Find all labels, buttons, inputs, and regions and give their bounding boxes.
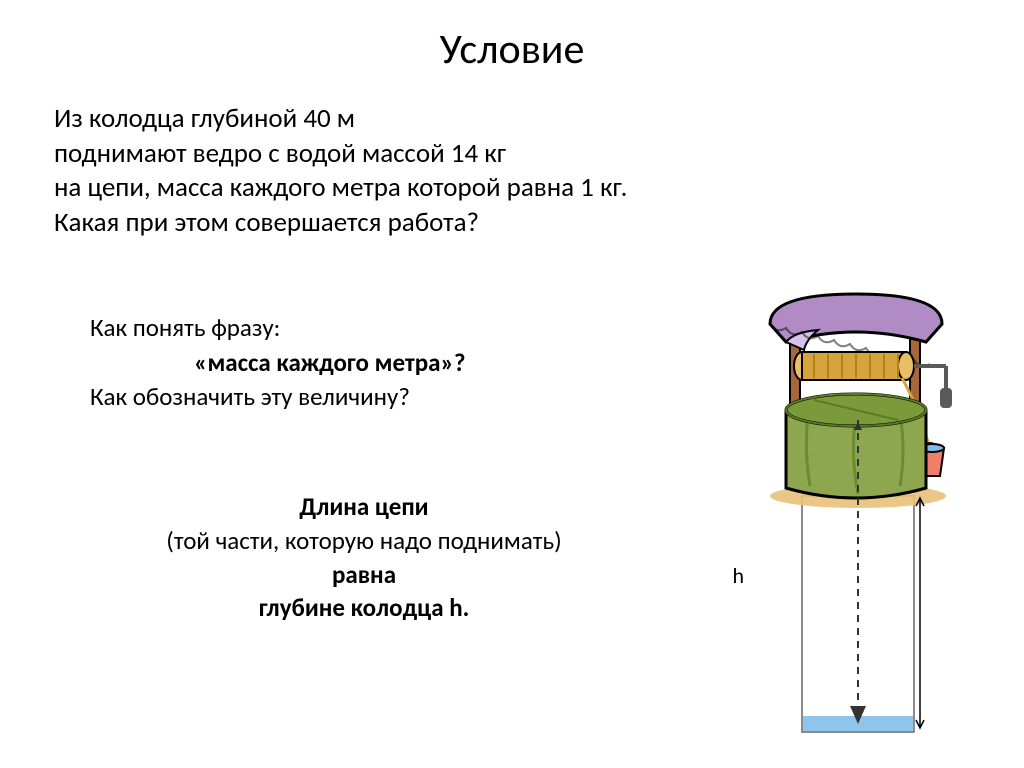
well-illustration: [750, 280, 980, 740]
well-svg: [750, 280, 980, 740]
hint-block: Как понять фразу: «масса каждого метра»?…: [54, 312, 654, 414]
conclusion-line: равна: [332, 559, 396, 590]
conclusion-line: глубине колодца h.: [259, 592, 470, 623]
problem-line: Из колодца глубиной 40 м: [54, 102, 355, 135]
slide: Условие Из колодца глубиной 40 м поднима…: [0, 0, 1024, 768]
problem-line: Какая при этом совершается работа?: [54, 206, 479, 239]
hint-bold: «масса каждого метра»?: [54, 347, 654, 380]
problem-text: Из колодца глубиной 40 м поднимают ведро…: [54, 102, 934, 240]
problem-line: поднимают ведро с водой массой 14 кг: [54, 137, 506, 170]
conclusion-block: Длина цепи (той части, которую надо подн…: [54, 490, 674, 625]
problem-line: на цепи, масса каждого метра которой рав…: [54, 171, 627, 204]
h-label: h: [732, 562, 744, 589]
hint-line: Как понять фразу:: [54, 312, 654, 345]
conclusion-line: (той части, которую надо поднимать): [166, 525, 562, 556]
conclusion-line: Длина цепи: [299, 491, 428, 522]
hint-line: Как обозначить эту величину?: [54, 381, 654, 414]
page-title: Условие: [0, 24, 1024, 75]
